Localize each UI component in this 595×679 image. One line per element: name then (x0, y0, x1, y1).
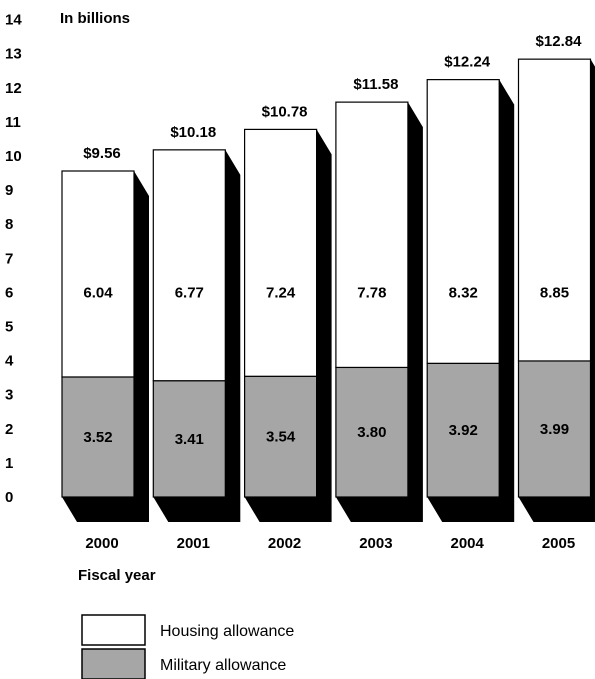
bar-housing-allowance (335, 101, 409, 369)
bar-housing-allowance (517, 58, 592, 362)
y-tick-label: 4 (5, 353, 14, 370)
military-value-label: 3.41 (175, 431, 204, 448)
y-tick-label: 6 (5, 284, 13, 301)
y-tick-label: 10 (5, 148, 22, 165)
bar-housing-allowance (426, 79, 500, 364)
x-tick-label: 2002 (268, 535, 301, 552)
bar-housing-allowance (244, 128, 318, 377)
housing-value-label: 8.85 (540, 284, 569, 301)
housing-value-label: 7.78 (357, 284, 386, 301)
legend-label-military: Military allowance (160, 657, 286, 674)
legend: Housing allowance Military allowance (81, 614, 294, 679)
bars-group: 3.52 6.04 $9.56 3.41 6.77 $10.18 3.54 7.24 $10.7… (61, 33, 595, 523)
bar-military-allowance (244, 375, 318, 498)
bar-housing-allowance (152, 149, 226, 382)
military-value-label: 3.92 (449, 422, 478, 439)
x-axis-ticks: 2000 2001 2002 2003 2004 2005 (85, 535, 575, 552)
bar-housing-allowance (61, 170, 135, 378)
total-value-label: $12.24 (444, 54, 491, 71)
y-tick-label: 14 (5, 12, 22, 29)
bar-shadow (62, 171, 149, 522)
legend-label-housing: Housing allowance (160, 623, 294, 640)
y-tick-label: 13 (5, 46, 22, 63)
y-tick-label: 2 (5, 421, 13, 438)
bar-military-allowance (152, 380, 226, 498)
bar-shadow (153, 149, 241, 522)
housing-value-label: 8.32 (449, 284, 478, 301)
total-value-label: $10.78 (262, 103, 308, 120)
legend-swatch-housing (81, 614, 146, 646)
housing-value-label: 6.77 (175, 284, 204, 301)
housing-value-label: 6.04 (83, 284, 113, 301)
x-tick-label: 2000 (85, 535, 118, 552)
legend-swatch-military (81, 648, 146, 679)
y-tick-label: 8 (5, 216, 13, 233)
y-tick-label: 9 (5, 182, 13, 199)
y-axis-label: In billions (60, 10, 130, 27)
x-tick-label: 2003 (359, 535, 392, 552)
military-value-label: 3.80 (357, 424, 386, 441)
military-value-label: 3.99 (540, 421, 569, 438)
military-value-label: 3.54 (266, 429, 296, 446)
y-tick-label: 7 (5, 250, 13, 267)
total-value-label: $9.56 (83, 145, 121, 162)
x-axis-label: Fiscal year (78, 567, 156, 584)
bar-shadow (244, 129, 332, 523)
military-value-label: 3.52 (83, 429, 112, 446)
y-tick-label: 12 (5, 80, 22, 97)
x-tick-label: 2001 (177, 535, 210, 552)
total-value-label: $11.58 (353, 76, 398, 93)
total-value-label: $10.18 (170, 124, 216, 141)
y-tick-label: 1 (5, 455, 13, 472)
y-tick-label: 0 (5, 489, 13, 506)
total-value-label: $12.84 (536, 33, 583, 50)
y-tick-label: 11 (5, 114, 21, 131)
bar-military-allowance (335, 366, 409, 498)
y-tick-label: 5 (5, 319, 13, 336)
x-tick-label: 2004 (451, 535, 485, 552)
bar-shadow (335, 102, 423, 522)
bar-shadow (427, 79, 515, 522)
housing-value-label: 7.24 (266, 284, 296, 301)
x-tick-label: 2005 (542, 535, 575, 552)
y-tick-label: 3 (5, 387, 13, 404)
